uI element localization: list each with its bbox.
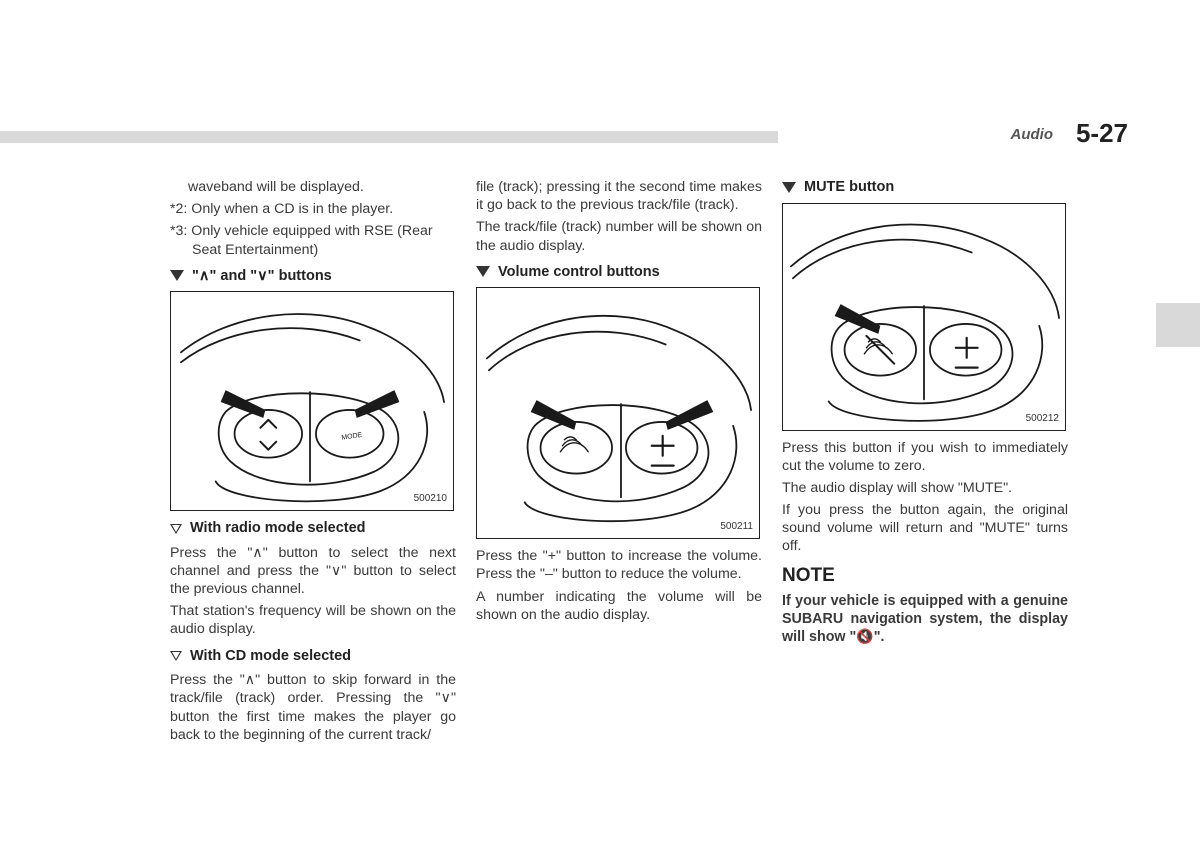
- triangle-filled-icon: [476, 266, 490, 277]
- radio-paragraph-2: That station's frequency will be shown o…: [170, 602, 456, 638]
- note-text-b: ".: [874, 629, 885, 645]
- triangle-outline-icon: [170, 651, 182, 661]
- column-3: MUTE button: [782, 178, 1068, 748]
- mute-speaker-icon: 🔇: [856, 628, 873, 644]
- continuation-text-1: file (track); pressing it the second tim…: [476, 178, 762, 214]
- subheading-label: With radio mode selected: [190, 519, 366, 538]
- mute-paragraph-2: The audio display will show "MUTE".: [782, 479, 1068, 497]
- header-section: Audio: [1011, 126, 1054, 143]
- radio-paragraph-1: Press the "∧" button to select the next …: [170, 544, 456, 599]
- heading-up-down-buttons: "∧" and "∨" buttons: [170, 267, 456, 286]
- continuation-text: waveband will be displayed.: [170, 178, 456, 196]
- volume-paragraph-1: Press the "+" button to increase the vol…: [476, 547, 762, 583]
- mute-paragraph-1: Press this button if you wish to immedia…: [782, 439, 1068, 475]
- figure-id: 500211: [720, 521, 753, 534]
- figure-id: 500212: [1026, 413, 1059, 426]
- column-1: waveband will be displayed. *2: Only whe…: [170, 178, 456, 748]
- svg-text:MODE: MODE: [341, 432, 363, 442]
- footnote-3: *3: Only vehicle equipped with RSE (Rear…: [170, 222, 456, 258]
- triangle-filled-icon: [782, 182, 796, 193]
- footnote-2: *2: Only when a CD is in the player.: [170, 200, 456, 218]
- continuation-text-2: The track/file (track) number will be sh…: [476, 218, 762, 254]
- thumb-tab: [1156, 303, 1200, 347]
- figure-id: 500210: [414, 493, 447, 506]
- heading-volume-control: Volume control buttons: [476, 263, 762, 282]
- note-text-a: If your vehicle is equipped with a genui…: [782, 593, 1068, 646]
- subheading-cd-mode: With CD mode selected: [170, 647, 456, 666]
- triangle-outline-icon: [170, 524, 182, 534]
- heading-mute-button: MUTE button: [782, 178, 1068, 197]
- volume-paragraph-2: A number indicating the volume will be s…: [476, 588, 762, 624]
- figure-500212: 500212: [782, 203, 1066, 431]
- page-number: 5-27: [1076, 118, 1128, 149]
- subheading-label: With CD mode selected: [190, 647, 351, 666]
- note-heading: NOTE: [782, 564, 1068, 588]
- mute-paragraph-3: If you press the button again, the origi…: [782, 501, 1068, 556]
- note-body: If your vehicle is equipped with a genui…: [782, 592, 1068, 647]
- triangle-filled-icon: [170, 270, 184, 281]
- heading-label: "∧" and "∨" buttons: [192, 267, 332, 286]
- figure-500210: MODE 500210: [170, 291, 454, 511]
- cd-paragraph-1: Press the "∧" button to skip forward in …: [170, 671, 456, 744]
- header-rule: [0, 131, 778, 143]
- heading-label: MUTE button: [804, 178, 894, 197]
- column-2: file (track); pressing it the second tim…: [476, 178, 762, 748]
- subheading-radio-mode: With radio mode selected: [170, 519, 456, 538]
- heading-label: Volume control buttons: [498, 263, 660, 282]
- figure-500211: 500211: [476, 287, 760, 539]
